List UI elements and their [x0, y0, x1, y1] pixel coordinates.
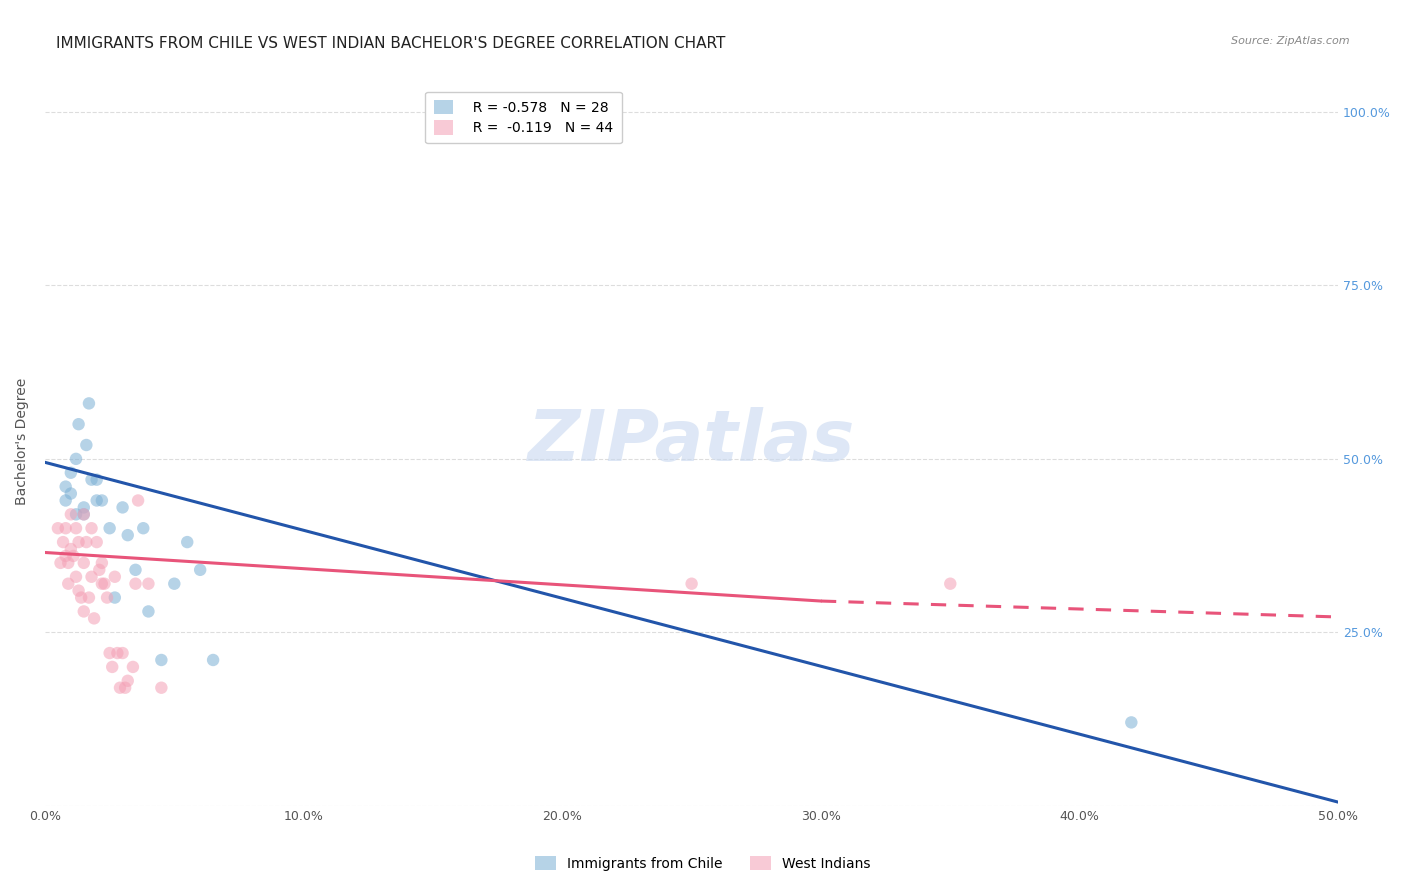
Point — [108, 681, 131, 695]
Point — [80, 521, 103, 535]
Point — [58, 556, 80, 570]
Point — [117, 673, 139, 688]
Point — [77, 396, 100, 410]
Point — [104, 570, 127, 584]
Point — [104, 591, 127, 605]
Point — [150, 653, 173, 667]
Point — [939, 576, 962, 591]
Point — [90, 556, 112, 570]
Point — [96, 591, 118, 605]
Point — [122, 660, 145, 674]
Point — [202, 653, 225, 667]
Point — [150, 681, 173, 695]
Legend:   R = -0.578   N = 28,   R =  -0.119   N = 44: R = -0.578 N = 28, R = -0.119 N = 44 — [426, 92, 621, 144]
Text: ZIPatlas: ZIPatlas — [527, 407, 855, 476]
Point — [124, 576, 146, 591]
Point — [49, 556, 72, 570]
Point — [117, 528, 139, 542]
Point — [1121, 715, 1143, 730]
Point — [114, 681, 136, 695]
Point — [73, 500, 96, 515]
Point — [98, 521, 121, 535]
Point — [75, 438, 97, 452]
Point — [83, 611, 105, 625]
Point — [55, 493, 77, 508]
Point — [111, 500, 134, 515]
Point — [89, 563, 111, 577]
Point — [58, 576, 80, 591]
Point — [59, 486, 82, 500]
Point — [80, 473, 103, 487]
Point — [111, 646, 134, 660]
Point — [65, 570, 87, 584]
Point — [70, 591, 93, 605]
Point — [86, 535, 108, 549]
Point — [52, 535, 75, 549]
Point — [163, 576, 186, 591]
Point — [65, 451, 87, 466]
Point — [98, 646, 121, 660]
Point — [77, 591, 100, 605]
Point — [90, 493, 112, 508]
Point — [188, 563, 211, 577]
Point — [73, 604, 96, 618]
Point — [59, 466, 82, 480]
Point — [46, 521, 69, 535]
Point — [176, 535, 198, 549]
Point — [90, 576, 112, 591]
Point — [681, 576, 703, 591]
Point — [127, 493, 149, 508]
Point — [124, 563, 146, 577]
Point — [65, 508, 87, 522]
Point — [67, 417, 90, 432]
Point — [55, 480, 77, 494]
Point — [59, 541, 82, 556]
Point — [62, 549, 84, 563]
Point — [75, 535, 97, 549]
Point — [138, 604, 160, 618]
Point — [67, 535, 90, 549]
Legend: Immigrants from Chile, West Indians: Immigrants from Chile, West Indians — [530, 850, 876, 876]
Text: Source: ZipAtlas.com: Source: ZipAtlas.com — [1232, 36, 1350, 45]
Point — [93, 576, 115, 591]
Point — [65, 521, 87, 535]
Y-axis label: Bachelor's Degree: Bachelor's Degree — [15, 378, 30, 505]
Point — [67, 583, 90, 598]
Point — [86, 473, 108, 487]
Point — [55, 549, 77, 563]
Point — [80, 570, 103, 584]
Point — [138, 576, 160, 591]
Point — [59, 508, 82, 522]
Text: IMMIGRANTS FROM CHILE VS WEST INDIAN BACHELOR'S DEGREE CORRELATION CHART: IMMIGRANTS FROM CHILE VS WEST INDIAN BAC… — [56, 36, 725, 51]
Point — [105, 646, 128, 660]
Point — [73, 508, 96, 522]
Point — [55, 521, 77, 535]
Point — [86, 493, 108, 508]
Point — [73, 556, 96, 570]
Point — [101, 660, 124, 674]
Point — [132, 521, 155, 535]
Point — [73, 508, 96, 522]
